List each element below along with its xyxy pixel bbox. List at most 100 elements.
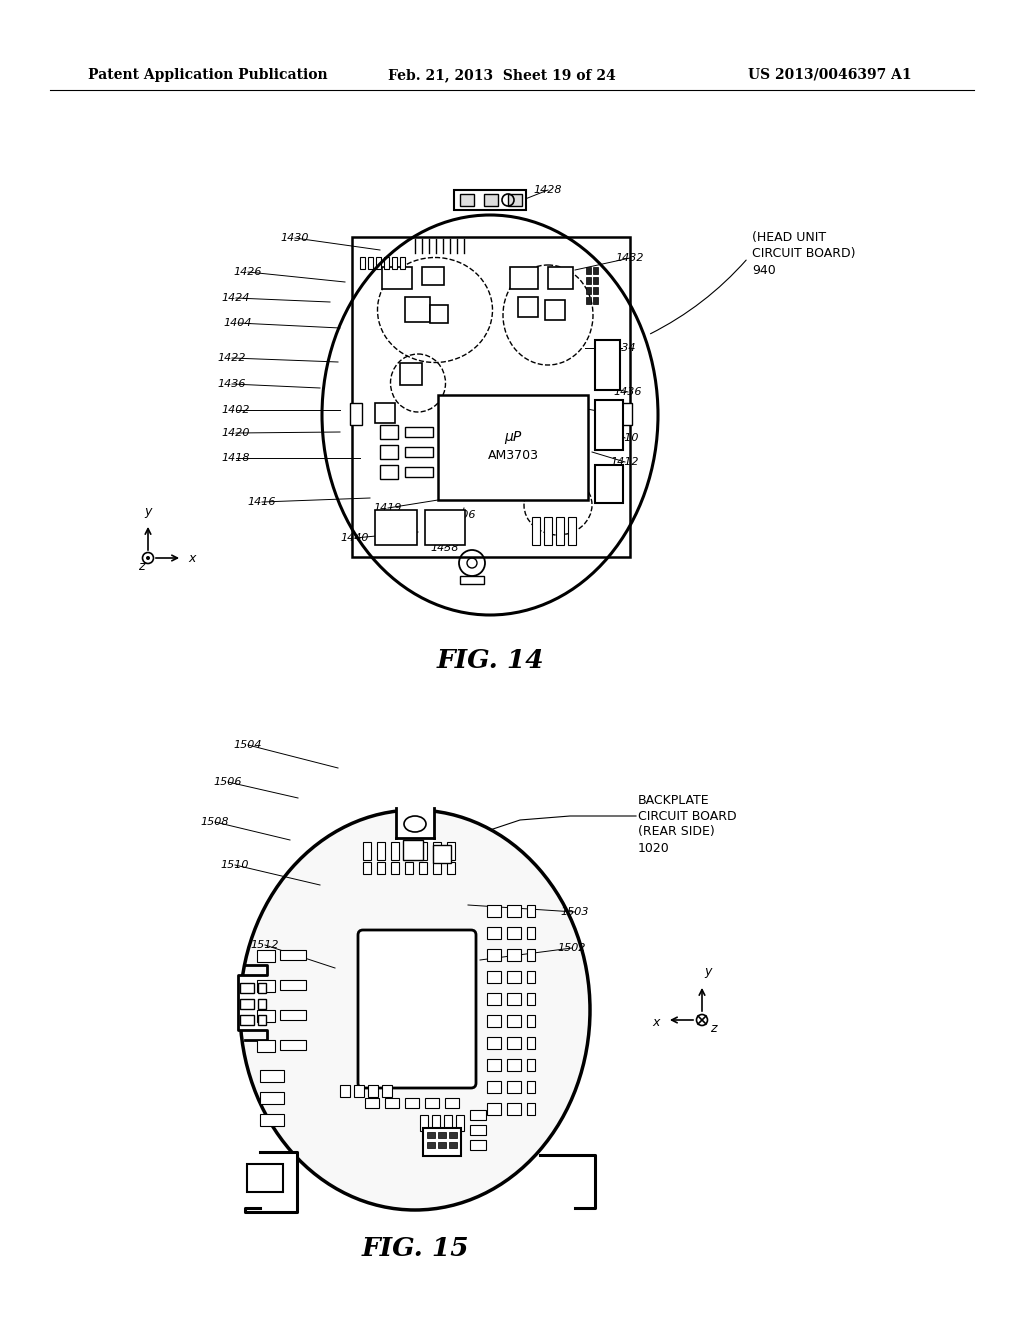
Bar [406, 447, 433, 457]
Bar [427, 1133, 435, 1138]
Circle shape [142, 553, 154, 564]
Bar [240, 999, 254, 1008]
Bar [403, 840, 423, 861]
Bar [507, 1081, 521, 1093]
Text: 1422: 1422 [218, 352, 246, 363]
Bar [376, 257, 381, 269]
Bar [362, 842, 371, 861]
Bar [240, 1015, 254, 1026]
Text: 1430: 1430 [281, 234, 309, 243]
Bar [507, 949, 521, 961]
Circle shape [146, 556, 150, 560]
Bar [377, 842, 385, 861]
Circle shape [696, 1015, 708, 1026]
Bar [595, 465, 623, 503]
Bar [380, 465, 398, 479]
Bar [527, 906, 535, 917]
Bar [280, 950, 306, 960]
Text: Feb. 21, 2013  Sheet 19 of 24: Feb. 21, 2013 Sheet 19 of 24 [388, 69, 615, 82]
Bar [527, 1038, 535, 1049]
Bar [247, 1164, 283, 1192]
Bar [586, 277, 591, 284]
Bar [240, 983, 254, 993]
Text: 1414: 1414 [508, 491, 537, 502]
Bar [548, 267, 573, 289]
Bar [595, 400, 623, 450]
Text: BACKPLATE: BACKPLATE [638, 793, 710, 807]
Bar [487, 993, 501, 1005]
Bar [487, 1104, 501, 1115]
Bar [527, 1059, 535, 1071]
Text: 1404: 1404 [224, 318, 252, 327]
Text: x: x [188, 553, 196, 565]
Bar [430, 305, 449, 323]
Bar [532, 517, 540, 545]
Bar [438, 1133, 446, 1138]
Text: 1506: 1506 [214, 777, 243, 787]
Bar [487, 1015, 501, 1027]
Bar [257, 950, 275, 962]
Bar [586, 286, 591, 294]
Bar [447, 862, 455, 874]
Bar [438, 1142, 446, 1148]
Bar [258, 999, 266, 1008]
Bar [391, 862, 399, 874]
Bar [375, 510, 417, 545]
Bar [380, 425, 398, 440]
Text: 1508: 1508 [201, 817, 229, 828]
Bar [527, 1015, 535, 1027]
Bar [380, 445, 398, 459]
Bar [445, 1098, 459, 1107]
Bar [595, 341, 620, 389]
Bar [507, 927, 521, 939]
Bar [544, 517, 552, 545]
Bar [508, 194, 522, 206]
Text: μP: μP [505, 430, 521, 445]
Bar [487, 927, 501, 939]
Bar [260, 1071, 284, 1082]
Bar [237, 1152, 297, 1222]
Bar [433, 845, 451, 863]
Text: 1436: 1436 [218, 379, 246, 389]
Text: 1420: 1420 [222, 428, 250, 438]
Text: 1428: 1428 [534, 185, 562, 195]
Text: 1432: 1432 [615, 253, 644, 263]
Bar [449, 1133, 457, 1138]
Bar [527, 927, 535, 939]
Bar [454, 190, 526, 210]
Bar [419, 842, 427, 861]
Text: 1440: 1440 [341, 533, 370, 543]
Bar [586, 297, 591, 304]
Bar [507, 1104, 521, 1115]
Bar [406, 862, 413, 874]
Bar [593, 286, 598, 294]
Bar [518, 297, 538, 317]
Bar [368, 1085, 378, 1097]
Text: 1510: 1510 [221, 861, 249, 870]
Bar [487, 1038, 501, 1049]
Text: 1408: 1408 [604, 411, 632, 420]
Bar [556, 517, 564, 545]
Bar [427, 1142, 435, 1148]
Bar [487, 906, 501, 917]
Bar [360, 257, 365, 269]
Bar [438, 395, 588, 500]
Bar [460, 194, 474, 206]
Text: 1512: 1512 [251, 940, 280, 950]
Bar [280, 1040, 306, 1049]
Bar [449, 1142, 457, 1148]
Bar [593, 277, 598, 284]
Bar [382, 1085, 392, 1097]
Text: 1416: 1416 [248, 498, 276, 507]
Bar [423, 1129, 461, 1156]
Bar [406, 1098, 419, 1107]
Bar [433, 842, 441, 861]
Text: FIG. 15: FIG. 15 [361, 1236, 469, 1261]
Bar [540, 1152, 605, 1221]
Bar [620, 403, 632, 425]
Text: FIG. 14: FIG. 14 [436, 648, 544, 672]
Bar [385, 1098, 399, 1107]
Bar [368, 257, 373, 269]
Text: (REAR SIDE): (REAR SIDE) [638, 825, 715, 838]
Bar [260, 1092, 284, 1104]
